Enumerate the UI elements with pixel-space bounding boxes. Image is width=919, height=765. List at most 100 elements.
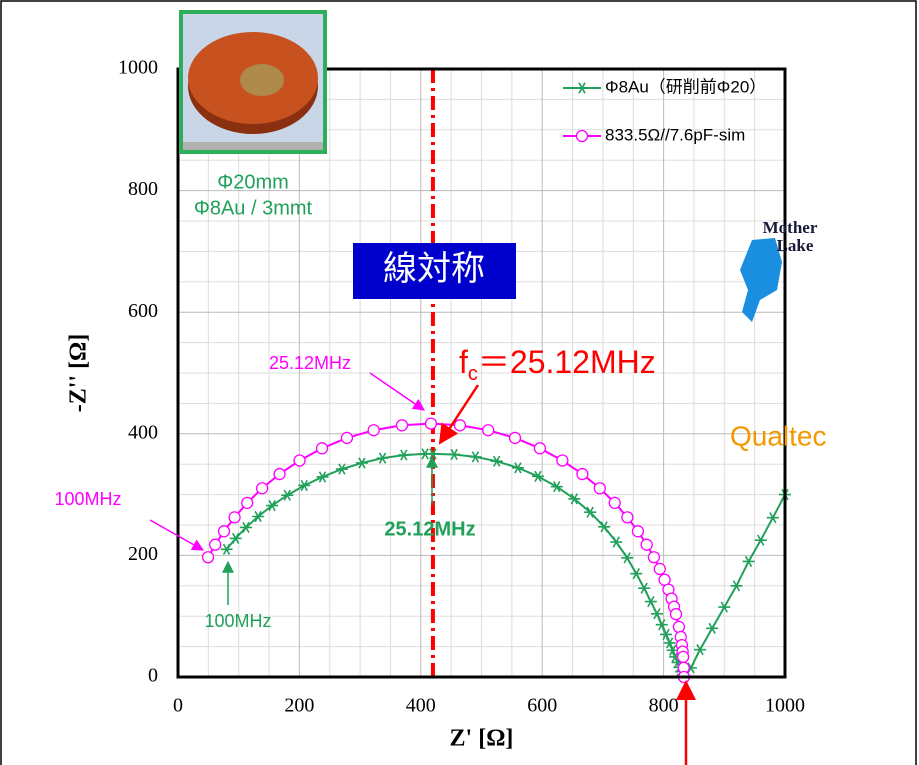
point	[220, 543, 233, 555]
sim-peak-label: 25.12MHz	[269, 353, 351, 373]
point	[426, 448, 439, 460]
symmetry-label: 線対称	[383, 250, 485, 288]
y-tick-label: 400	[128, 421, 158, 443]
x-axis-label: Z' [Ω]	[450, 726, 514, 752]
point	[335, 463, 348, 475]
logo2: Qualtec	[730, 420, 827, 451]
point	[655, 619, 668, 631]
fc-value: ＝25.12MHz	[478, 344, 656, 380]
point	[367, 424, 380, 437]
fc-main: f	[459, 344, 468, 380]
point	[568, 493, 581, 505]
point	[598, 521, 611, 533]
point	[610, 536, 623, 548]
legend-entry: Φ8Au（研削前Φ20）	[563, 77, 766, 96]
meas-high-label: 100MHz	[204, 611, 271, 631]
point	[676, 650, 690, 664]
point	[621, 552, 634, 564]
point	[490, 455, 503, 467]
point	[355, 457, 368, 469]
point	[397, 449, 410, 461]
x-tick-label: 0	[173, 695, 183, 717]
legend-label: 833.5Ω//7.6pF-sim	[605, 125, 745, 144]
sample-desc: Φ8Au / 3mmt	[194, 197, 313, 219]
x-tick-label: 1000	[765, 695, 805, 717]
point	[424, 417, 438, 430]
point	[640, 538, 653, 551]
axes: 0 200 400 600 800 1000 0 200 400 600 800 1000 Z' [Ω]…	[66, 57, 806, 752]
point	[666, 644, 679, 656]
point	[631, 525, 645, 538]
point	[644, 596, 657, 608]
point	[340, 431, 354, 445]
point	[239, 521, 252, 534]
point	[672, 620, 686, 633]
point	[556, 454, 569, 467]
point	[298, 479, 311, 492]
point	[273, 467, 286, 481]
point	[650, 608, 663, 620]
point	[533, 442, 547, 455]
point	[255, 482, 269, 495]
sample-photo	[179, 10, 327, 154]
point	[684, 662, 697, 674]
point	[630, 568, 643, 580]
point	[229, 532, 242, 544]
point	[228, 511, 241, 524]
point	[469, 451, 482, 463]
meas-peak-label: 25.12MHz	[384, 518, 475, 540]
logo1-line1: Mother	[763, 218, 818, 237]
fc-label: fc＝25.12MHz	[459, 344, 656, 385]
point	[754, 534, 767, 546]
point	[293, 454, 306, 467]
point	[315, 442, 329, 455]
fc-sub: c	[468, 363, 478, 385]
point	[608, 496, 621, 510]
point	[201, 551, 215, 564]
x-tick-label: 200	[284, 695, 314, 717]
x-tick-label: 400	[406, 695, 436, 717]
x-tick-label: 600	[527, 695, 557, 717]
point	[252, 510, 265, 523]
point	[653, 562, 666, 576]
symmetry-box	[353, 243, 516, 299]
legend-entry: 833.5Ω//7.6pF-sim	[563, 125, 745, 144]
point	[638, 582, 651, 594]
point	[730, 580, 743, 592]
y-tick-label: 0	[148, 665, 158, 687]
logo1-line2: Lake	[777, 236, 814, 255]
point	[593, 482, 606, 495]
legend-marker	[575, 129, 589, 143]
point	[742, 555, 755, 568]
point	[584, 506, 597, 518]
point	[694, 644, 707, 656]
sim-high-label: 100MHz	[54, 489, 121, 509]
point	[241, 496, 254, 510]
point	[419, 448, 432, 460]
point	[453, 419, 467, 432]
point	[209, 538, 222, 551]
point	[395, 419, 409, 432]
point	[316, 471, 329, 483]
sample-size: Φ20mm	[217, 171, 289, 193]
sim-high-arrow	[149, 519, 205, 551]
logo-lake	[740, 238, 782, 322]
point	[266, 499, 279, 512]
point	[508, 431, 522, 445]
legend-label: Φ8Au（研削前Φ20）	[605, 77, 766, 96]
point	[647, 551, 661, 564]
y-tick-label: 200	[128, 543, 158, 565]
y-tick-label: 1000	[118, 57, 158, 79]
point	[660, 628, 673, 641]
point	[706, 622, 719, 634]
fc-arrow	[438, 384, 480, 445]
point	[576, 467, 589, 481]
point	[718, 601, 731, 613]
point	[671, 656, 684, 669]
y-tick-label: 800	[128, 178, 158, 200]
sim-peak-arrow	[369, 372, 425, 411]
point	[621, 511, 634, 524]
